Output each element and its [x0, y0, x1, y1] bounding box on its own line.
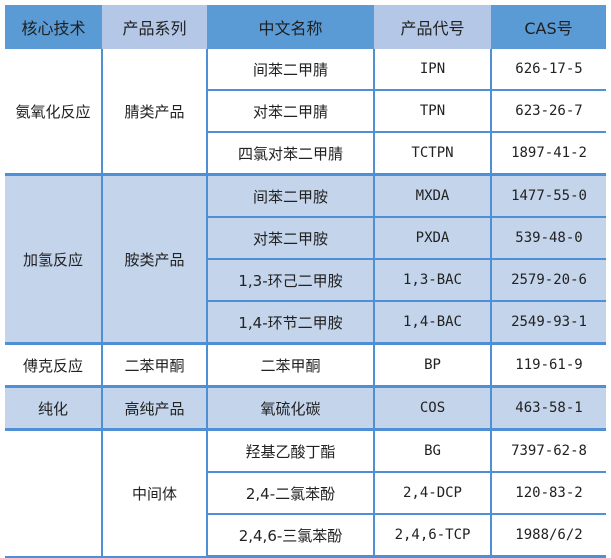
cas-cell: 120-83-2: [490, 471, 606, 515]
cas-cell: 2579-20-6: [490, 258, 606, 302]
chinese-name-cell: 对苯二甲胺: [207, 216, 375, 260]
table-row: 1,4-环节二甲胺 1,4-BAC 2549-93-1: [5, 300, 606, 345]
core-tech-cell: 加氢反应: [5, 173, 103, 345]
product-code-cell: PXDA: [373, 216, 492, 260]
chinese-name-cell: 间苯二甲胺: [206, 173, 375, 218]
chinese-name-cell: 2,4,6-三氯苯酚: [207, 513, 375, 558]
product-code-cell: 1,3-BAC: [373, 258, 492, 302]
product-code-cell: IPN: [373, 49, 492, 91]
cas-cell: 2549-93-1: [490, 300, 606, 345]
core-tech-cell: 傅克反应: [5, 342, 103, 388]
product-series-cell: 中间体: [101, 428, 208, 558]
header-chinese-name: 中文名称: [207, 5, 374, 49]
table-row: 2,4,6-三氯苯酚 2,4,6-TCP 1988/6/2: [5, 513, 606, 558]
chinese-name-cell: 对苯二甲腈: [207, 89, 375, 133]
cas-cell: 623-26-7: [490, 89, 606, 133]
cas-cell: 1988/6/2: [490, 513, 606, 558]
product-code-cell: MXDA: [373, 173, 492, 218]
chinese-name-cell: 羟基乙酸丁酯: [206, 428, 375, 473]
chinese-name-cell: 四氯对苯二甲腈: [207, 131, 375, 176]
product-series-cell: 高纯产品: [101, 385, 208, 431]
table-row: 中间体 羟基乙酸丁酯 BG 7397-62-8: [5, 428, 606, 558]
chinese-name-cell: 氧硫化碳: [206, 385, 375, 431]
chinese-name-cell: 二苯甲酮: [206, 342, 375, 388]
header-core-tech: 核心技术: [5, 5, 102, 49]
chinese-name-cell: 1,3-环己二甲胺: [207, 258, 375, 302]
core-tech-cell: [5, 428, 103, 558]
header-product-series: 产品系列: [102, 5, 207, 49]
product-code-cell: COS: [373, 385, 492, 431]
product-code-cell: 2,4-DCP: [373, 471, 492, 515]
header-cas: CAS号: [491, 5, 606, 49]
product-code-cell: TCTPN: [373, 131, 492, 176]
cas-cell: 1897-41-2: [490, 131, 606, 176]
core-tech-cell: 氨氧化反应: [5, 49, 103, 176]
chinese-name-cell: 2,4-二氯苯酚: [207, 471, 375, 515]
table-body: 氨氧化反应 腈类产品 间苯二甲腈 IPN 626-17-5 对苯二甲腈 TPN 623-26-…: [5, 49, 606, 558]
table-row: 傅克反应 二苯甲酮 二苯甲酮 BP 119-61-9: [5, 342, 606, 388]
table-row: 纯化 高纯产品 氧硫化碳 COS 463-58-1: [5, 385, 606, 431]
table-row: 四氯对苯二甲腈 TCTPN 1897-41-2: [5, 131, 606, 176]
table-row: 2,4-二氯苯酚 2,4-DCP 120-83-2: [5, 471, 606, 515]
table-row: 对苯二甲胺 PXDA 539-48-0: [5, 216, 606, 260]
cas-cell: 539-48-0: [490, 216, 606, 260]
header-product-code: 产品代号: [374, 5, 491, 49]
product-code-cell: 2,4,6-TCP: [373, 513, 492, 558]
chinese-name-cell: 1,4-环节二甲胺: [207, 300, 375, 345]
cas-cell: 1477-55-0: [490, 173, 606, 218]
header-row: 核心技术 产品系列 中文名称 产品代号 CAS号: [5, 5, 606, 49]
cas-cell: 119-61-9: [490, 342, 606, 388]
product-series-cell: 胺类产品: [101, 173, 208, 345]
product-code-cell: BP: [373, 342, 492, 388]
product-code-cell: 1,4-BAC: [373, 300, 492, 345]
cas-cell: 7397-62-8: [490, 428, 606, 473]
cas-cell: 463-58-1: [490, 385, 606, 431]
core-tech-cell: 纯化: [5, 385, 103, 431]
product-code-cell: BG: [373, 428, 492, 473]
table-row: 氨氧化反应 腈类产品 间苯二甲腈 IPN 626-17-5: [5, 49, 606, 176]
table-row: 1,3-环己二甲胺 1,3-BAC 2579-20-6: [5, 258, 606, 302]
table-row: 加氢反应 胺类产品 间苯二甲胺 MXDA 1477-55-0: [5, 173, 606, 345]
table-row: 对苯二甲腈 TPN 623-26-7: [5, 89, 606, 133]
product-code-cell: TPN: [373, 89, 492, 133]
cas-cell: 626-17-5: [490, 49, 606, 91]
product-table: 核心技术 产品系列 中文名称 产品代号 CAS号 氨氧化反应 腈类产品 间苯二甲腈 I…: [5, 5, 606, 558]
product-series-cell: 二苯甲酮: [101, 342, 208, 388]
product-series-cell: 腈类产品: [101, 49, 208, 176]
chinese-name-cell: 间苯二甲腈: [206, 49, 375, 91]
